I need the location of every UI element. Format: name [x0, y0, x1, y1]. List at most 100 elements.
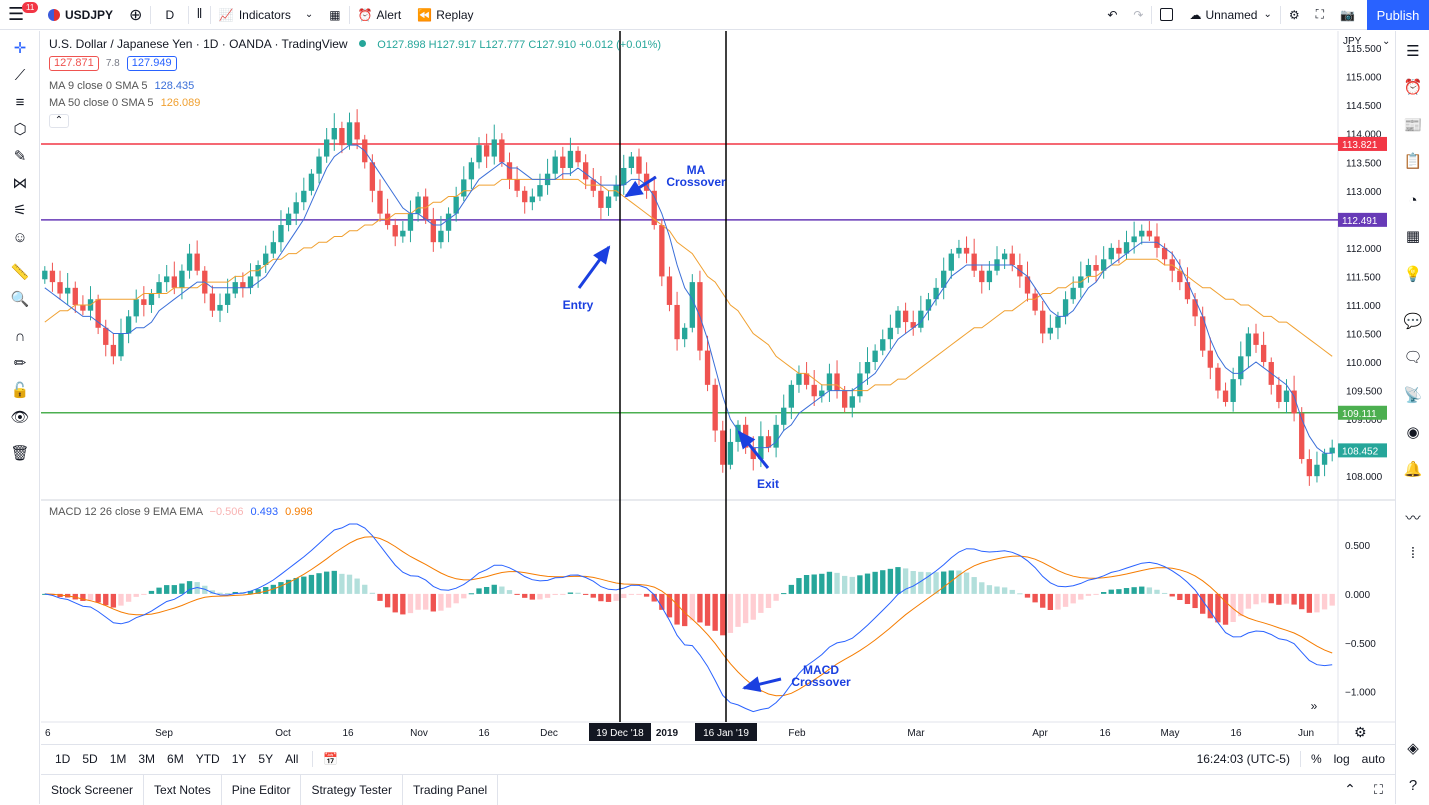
layout-button[interactable]: [1152, 0, 1181, 30]
price-tick-label: 110.500: [1346, 329, 1382, 340]
ma9-label: MA 9 close 0 SMA 5: [49, 80, 148, 92]
macd-histogram-bar: [819, 573, 825, 594]
range-ytd[interactable]: YTD: [195, 751, 220, 766]
auto-toggle[interactable]: auto: [1361, 751, 1385, 766]
maximize-panel-button[interactable]: ⛶: [1374, 782, 1383, 798]
macd-histogram-bar: [1192, 593, 1198, 609]
ma9-legend[interactable]: MA 9 close 0 SMA 5 128.435: [49, 80, 194, 92]
bid-ask-row: 127.871 7.8 127.949: [49, 56, 177, 71]
range-5y[interactable]: 5Y: [258, 751, 274, 766]
range-1y[interactable]: 1Y: [231, 751, 247, 766]
range-6m[interactable]: 6M: [167, 751, 184, 766]
log-toggle[interactable]: log: [1333, 751, 1350, 766]
tab-text-notes[interactable]: Text Notes: [144, 774, 222, 805]
streams-icon[interactable]: ◉: [1406, 424, 1420, 441]
ruler-icon[interactable]: 📏: [10, 264, 30, 281]
smiley-icon[interactable]: ☺: [12, 228, 28, 246]
range-all[interactable]: All: [285, 751, 299, 766]
lightbulb-icon[interactable]: 💡: [1403, 266, 1423, 283]
broadcast-icon[interactable]: 📡: [1403, 387, 1423, 404]
snapshot-button[interactable]: 📷: [1332, 0, 1363, 30]
redo-button[interactable]: ↷: [1125, 0, 1151, 30]
trading-icon[interactable]: 〰: [1405, 509, 1421, 527]
templates-button[interactable]: ▦: [321, 0, 348, 30]
magnet-icon[interactable]: ∩: [14, 327, 26, 345]
currency-label[interactable]: JPY ⌄: [1343, 36, 1390, 47]
alert-button[interactable]: ⏰ Alert: [350, 0, 410, 30]
range-1m[interactable]: 1M: [109, 751, 127, 766]
macd-histogram-bar: [979, 582, 985, 594]
calendar-list-icon[interactable]: 📋: [1403, 153, 1423, 170]
news-icon[interactable]: 📰: [1403, 117, 1423, 134]
macd-histogram-bar: [1040, 593, 1046, 608]
range-3m[interactable]: 3M: [138, 751, 156, 766]
fullscreen-button[interactable]: ⛶: [1308, 0, 1332, 30]
replay-button[interactable]: ⏪ Replay: [409, 0, 481, 30]
trash-icon[interactable]: 🗑: [10, 445, 30, 462]
percent-toggle[interactable]: %: [1310, 751, 1322, 766]
candle-body: [103, 327, 109, 345]
collapse-panel-button[interactable]: ⌃: [1344, 781, 1356, 798]
publish-button[interactable]: Publish: [1367, 0, 1429, 30]
undo-button[interactable]: ↶: [1099, 0, 1125, 30]
crosshair-icon[interactable]: ✛: [13, 40, 27, 57]
projection-icon[interactable]: ⋈: [12, 175, 28, 192]
tab-pine-editor[interactable]: Pine Editor: [222, 774, 302, 805]
lock-icon[interactable]: 🔓: [10, 382, 30, 399]
grid-icon[interactable]: ▦: [1405, 228, 1421, 245]
watchlist-icon[interactable]: ☰: [1406, 43, 1420, 60]
sliders-icon[interactable]: ⚟: [13, 202, 27, 219]
candle-body: [400, 230, 406, 237]
macd-histogram-bar: [1230, 593, 1236, 623]
bid-value[interactable]: 127.871: [49, 56, 99, 71]
bell-icon[interactable]: 🔔: [1403, 461, 1423, 478]
tab-strategy-tester[interactable]: Strategy Tester: [301, 774, 403, 805]
candle-body: [788, 384, 795, 408]
settings-button[interactable]: ⚙: [1281, 0, 1308, 30]
help-icon[interactable]: ?: [1408, 776, 1418, 794]
chevron-down-icon: ⌄: [1381, 36, 1391, 47]
chart-timer-icon[interactable]: ◔: [1408, 191, 1418, 209]
chat-icon[interactable]: 💬: [1403, 313, 1423, 330]
menu-button[interactable]: ☰ 11: [0, 0, 40, 30]
candle-body: [377, 190, 383, 214]
macd-histogram-bar: [247, 590, 254, 594]
ma50-legend[interactable]: MA 50 close 0 SMA 5 126.089: [49, 97, 200, 109]
eye-icon[interactable]: 👁: [10, 409, 30, 426]
clock-time[interactable]: 16:24:03 (UTC-5): [1196, 751, 1290, 766]
macd-histogram-bar: [1146, 587, 1153, 594]
pattern-icon[interactable]: ⬡: [13, 121, 27, 138]
tab-trading-panel[interactable]: Trading Panel: [403, 774, 499, 805]
time-tick-label: 16: [1099, 728, 1111, 739]
macd-legend[interactable]: MACD 12 26 close 9 EMA EMA −0.506 0.493 …: [49, 506, 313, 518]
compare-button[interactable]: ⊕: [121, 0, 150, 30]
candle-body: [1062, 299, 1069, 317]
alert-label: Alert: [376, 7, 402, 22]
collapse-legend-button[interactable]: ⌃: [49, 114, 69, 128]
brush-icon[interactable]: ✎: [13, 148, 27, 165]
dom-icon[interactable]: ⁞: [1410, 544, 1416, 562]
trend-line-icon[interactable]: ⟋: [14, 66, 26, 84]
axis-settings-button[interactable]: ⚙: [1354, 724, 1367, 741]
chart-type-button[interactable]: 𝍪: [189, 0, 210, 30]
symbol-search[interactable]: USDJPY: [40, 0, 121, 30]
layers-icon[interactable]: ◈: [1407, 740, 1419, 757]
range-5d[interactable]: 5D: [82, 751, 98, 766]
chart-canvas[interactable]: 115.500 115.000 114.500 114.000 113.500 113.0…: [41, 31, 1395, 744]
candle-body: [1215, 367, 1221, 391]
scroll-to-realtime-button[interactable]: »: [1303, 699, 1325, 717]
macd-histogram-bar: [224, 593, 231, 595]
indicators-button[interactable]: 📈 Indicators ⌄: [211, 0, 321, 30]
speech-bubble-icon[interactable]: 🗨: [1403, 349, 1423, 366]
macd-histogram-bar: [461, 593, 467, 599]
fib-icon[interactable]: ≡: [15, 93, 25, 111]
goto-date-button[interactable]: 📅: [323, 752, 338, 766]
alarm-clock-icon[interactable]: ⏰: [1403, 79, 1423, 96]
zoom-in-icon[interactable]: 🔍: [10, 291, 30, 308]
ask-value[interactable]: 127.949: [126, 56, 177, 71]
interval-button[interactable]: D: [165, 7, 175, 22]
range-1d[interactable]: 1D: [55, 751, 71, 766]
save-layout-button[interactable]: ☁ Unnamed ⌄: [1181, 0, 1279, 30]
tab-stock-screener[interactable]: Stock Screener: [41, 774, 145, 805]
pencil-lock-icon[interactable]: ✏: [13, 355, 27, 372]
